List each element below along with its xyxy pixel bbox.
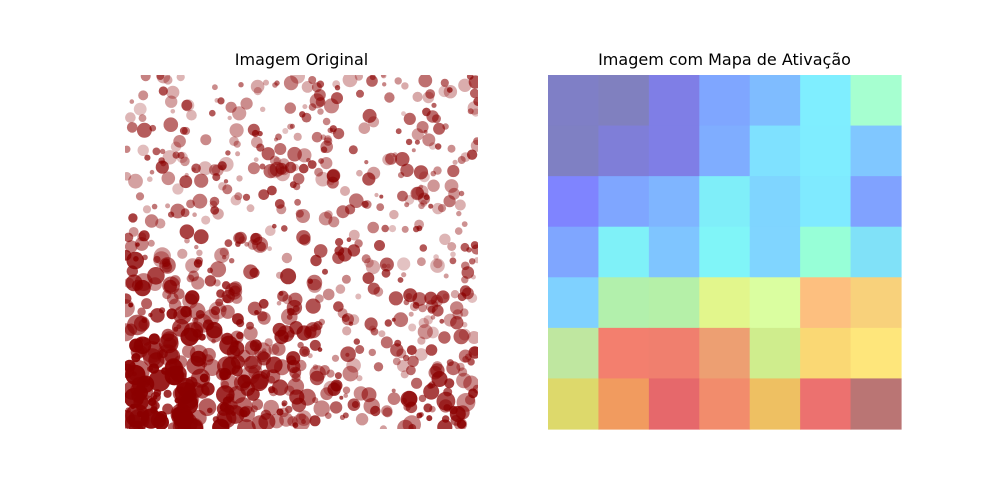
heatmap-cell-r3-c5 xyxy=(800,226,852,278)
heatmap-cell-r1-c4 xyxy=(749,125,801,177)
heatmap-cell-r4-c4 xyxy=(749,277,801,329)
heatmap-cell-r4-c6 xyxy=(850,277,902,329)
heatmap-cell-r3-c1 xyxy=(598,226,650,278)
heatmap-cell-r4-c3 xyxy=(699,277,751,329)
heatmap-cell-r3-c6 xyxy=(850,226,902,278)
heatmap-cell-r4-c2 xyxy=(648,277,700,329)
heatmap-cell-r3-c4 xyxy=(749,226,801,278)
heatmap-cell-r2-c3 xyxy=(699,176,751,228)
heatmap-cell-r2-c4 xyxy=(749,176,801,228)
heatmap-cell-r2-c5 xyxy=(800,176,852,228)
heatmap-cell-r1-c0 xyxy=(548,125,600,177)
heatmap-cell-r2-c6 xyxy=(850,176,902,228)
heatmap-cell-r5-c0 xyxy=(548,327,600,380)
right-panel-title: Imagem com Mapa de Ativação xyxy=(598,50,851,69)
activation-map-panel xyxy=(548,75,902,430)
heatmap-cell-r6-c6 xyxy=(850,378,902,430)
heatmap-cell-r1-c5 xyxy=(800,125,852,177)
original-image-panel xyxy=(125,75,478,429)
heatmap-cell-r3-c2 xyxy=(648,226,700,278)
heatmap-cell-r1-c2 xyxy=(648,125,700,177)
heatmap-cell-r6-c1 xyxy=(598,378,650,430)
heatmap-cell-r4-c0 xyxy=(548,277,600,329)
heatmap-cell-r0-c3 xyxy=(699,75,751,127)
heatmap-cell-r1-c6 xyxy=(850,125,902,177)
heatmap-cell-r5-c3 xyxy=(699,327,751,380)
heatmap-cell-r1-c3 xyxy=(699,125,751,177)
heatmap-cell-r6-c5 xyxy=(800,378,852,430)
heatmap-cell-r0-c2 xyxy=(648,75,700,127)
heatmap-cell-r2-c0 xyxy=(548,176,600,228)
heatmap-cell-r5-c1 xyxy=(598,327,650,380)
heatmap-cell-r2-c1 xyxy=(598,176,650,228)
heatmap-cell-r0-c1 xyxy=(598,75,650,127)
heatmap-cell-r2-c2 xyxy=(648,176,700,228)
heatmap-cell-r4-c1 xyxy=(598,277,650,329)
heatmap-cell-r5-c5 xyxy=(800,327,852,380)
heatmap-cell-r0-c5 xyxy=(800,75,852,127)
heatmap-cell-r0-c0 xyxy=(548,75,600,127)
heatmap-cell-r1-c1 xyxy=(598,125,650,177)
heatmap-cell-r5-c6 xyxy=(850,327,902,380)
heatmap-cell-r3-c0 xyxy=(548,226,600,278)
heatmap-cell-r3-c3 xyxy=(699,226,751,278)
heatmap-cell-r4-c5 xyxy=(800,277,852,329)
original-image-content xyxy=(125,75,478,429)
heatmap-cell-r0-c6 xyxy=(850,75,902,127)
heatmap-cell-r5-c4 xyxy=(749,327,801,380)
heatmap-cell-r6-c0 xyxy=(548,378,600,430)
left-panel-title: Imagem Original xyxy=(234,50,369,69)
heatmap-cell-r6-c4 xyxy=(749,378,801,430)
heatmap-cell-r6-c3 xyxy=(699,378,751,430)
heatmap-cell-r0-c4 xyxy=(749,75,801,127)
heatmap-cell-r6-c2 xyxy=(648,378,700,430)
heatmap-cell-r5-c2 xyxy=(648,327,700,380)
